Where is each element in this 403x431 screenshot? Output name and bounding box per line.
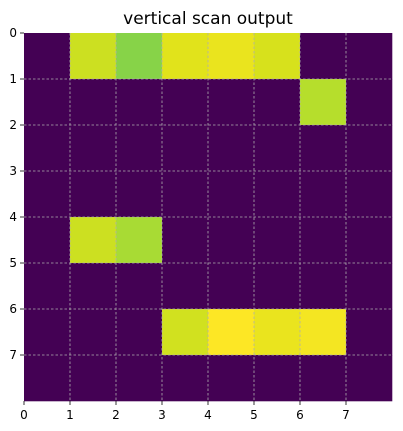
heatmap-cell <box>300 33 347 80</box>
heatmap-cell <box>116 263 163 310</box>
heatmap-cell <box>254 125 301 172</box>
heatmap-cell <box>346 263 393 310</box>
y-tick-label: 7 <box>9 348 17 362</box>
x-tick-label: 6 <box>296 408 304 422</box>
heatmap-cell <box>116 125 163 172</box>
y-tick-label: 3 <box>9 164 17 178</box>
heatmap-cell <box>24 309 71 356</box>
heatmap-cell <box>208 263 255 310</box>
heatmap-cell <box>300 79 347 126</box>
heatmap-cell <box>116 171 163 218</box>
heatmap-cell <box>70 79 117 126</box>
heatmap-cell <box>300 309 347 356</box>
heatmap-cell <box>346 125 393 172</box>
heatmap-cell <box>254 33 301 80</box>
heatmap-cell <box>254 79 301 126</box>
heatmap-cell <box>116 217 163 264</box>
heatmap-cell <box>162 33 209 80</box>
heatmap-cell <box>346 33 393 80</box>
x-tick-label: 7 <box>342 408 350 422</box>
y-tick-label: 5 <box>9 256 17 270</box>
heatmap-cell <box>70 33 117 80</box>
y-tick-label: 0 <box>9 26 17 40</box>
heatmap-cell <box>70 171 117 218</box>
x-tick-label: 1 <box>66 408 74 422</box>
heatmap-cell <box>300 217 347 264</box>
heatmap-cell <box>346 171 393 218</box>
heatmap-cell <box>254 355 301 402</box>
heatmap-cell <box>24 355 71 402</box>
heatmap-cell <box>254 217 301 264</box>
x-tick-label: 5 <box>250 408 258 422</box>
heatmap-cell <box>116 355 163 402</box>
heatmap-cell <box>162 309 209 356</box>
heatmap-cell <box>208 171 255 218</box>
heatmap-cell <box>162 217 209 264</box>
heatmap-cell <box>254 263 301 310</box>
heatmap-cell <box>116 309 163 356</box>
heatmap-cell <box>208 79 255 126</box>
heatmap-cells <box>24 33 393 402</box>
x-tick-label: 4 <box>204 408 212 422</box>
heatmap-cell <box>116 33 163 80</box>
heatmap-cell <box>300 171 347 218</box>
heatmap-cell <box>300 263 347 310</box>
heatmap-cell <box>208 309 255 356</box>
heatmap-cell <box>24 33 71 80</box>
heatmap-cell <box>70 355 117 402</box>
heatmap-cell <box>300 355 347 402</box>
heatmap-cell <box>346 217 393 264</box>
heatmap-cell <box>70 217 117 264</box>
heatmap-cell <box>162 79 209 126</box>
axis-ticks: 0 1 2 3 4 5 6 7 0 1 2 3 4 5 6 7 <box>9 26 349 422</box>
heatmap-cell <box>116 79 163 126</box>
heatmap-cell <box>346 79 393 126</box>
y-tick-label: 2 <box>9 118 17 132</box>
heatmap-cell <box>208 355 255 402</box>
y-tick-label: 6 <box>9 302 17 316</box>
grid-lines <box>24 33 392 401</box>
x-tick-label: 3 <box>158 408 166 422</box>
chart-title: vertical scan output <box>123 9 293 29</box>
heatmap-cell <box>24 217 71 264</box>
heatmap-cell <box>162 171 209 218</box>
heatmap-cell <box>208 125 255 172</box>
heatmap-cell <box>24 79 71 126</box>
heatmap-cell <box>24 171 71 218</box>
heatmap-cell <box>24 263 71 310</box>
heatmap-cell <box>254 171 301 218</box>
heatmap-cell <box>70 125 117 172</box>
heatmap-cell <box>208 217 255 264</box>
y-tick-label: 4 <box>9 210 17 224</box>
heatmap-cell <box>162 263 209 310</box>
x-tick-label: 0 <box>20 408 28 422</box>
heatmap-cell <box>24 125 71 172</box>
heatmap-cell <box>208 33 255 80</box>
heatmap-cell <box>162 125 209 172</box>
x-tick-label: 2 <box>112 408 120 422</box>
heatmap-cell <box>70 263 117 310</box>
heatmap-cell <box>300 125 347 172</box>
heatmap-cell <box>346 309 393 356</box>
heatmap-cell <box>70 309 117 356</box>
heatmap-cell <box>254 309 301 356</box>
heatmap-cell <box>162 355 209 402</box>
y-tick-label: 1 <box>9 72 17 86</box>
heatmap-cell <box>346 355 393 402</box>
